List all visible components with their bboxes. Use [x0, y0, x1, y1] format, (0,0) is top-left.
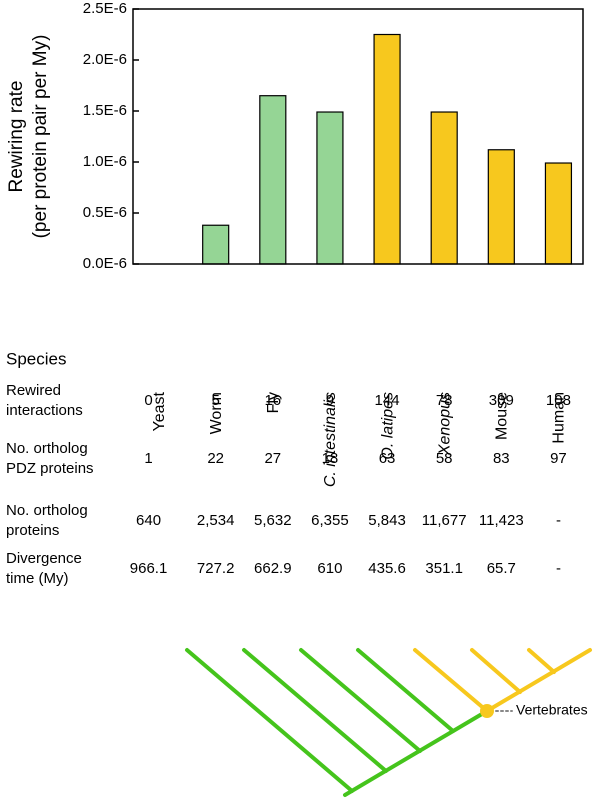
table-cell: 5,632 [254, 512, 292, 529]
row-label: time (My) [6, 570, 69, 587]
table-cell: - [556, 512, 561, 529]
table-cell: 63 [379, 450, 396, 467]
tree [185, 648, 592, 797]
tree-branch [356, 648, 455, 733]
species-label: O. latipes [379, 392, 396, 460]
row-label: interactions [6, 402, 83, 419]
bar [430, 111, 458, 265]
tree-branch [470, 648, 522, 694]
y-tick-label: 2.0E-6 [83, 51, 127, 68]
table-cell: 97 [550, 450, 567, 467]
plot-frame [132, 8, 584, 265]
bar [544, 162, 573, 265]
tree-branch [527, 648, 556, 674]
tree-branch [242, 648, 388, 773]
y-tick-label: 1.0E-6 [83, 153, 127, 170]
table-cell: 108 [546, 392, 571, 409]
table-cell: 309 [489, 392, 514, 409]
bar [487, 149, 515, 265]
bar [373, 33, 401, 265]
table-cell: 11,423 [479, 512, 524, 529]
table-cell: 1 [144, 450, 152, 467]
y-tick-label: 2.5E-6 [83, 0, 127, 17]
table-cell: 27 [264, 450, 281, 467]
y-axis-label: Rewiring rate [6, 81, 27, 193]
row-label: PDZ proteins [6, 460, 94, 477]
table-cell: 727.2 [197, 560, 235, 577]
table-cell: 610 [317, 560, 342, 577]
species-label: Fly [265, 392, 282, 413]
row-label: Divergence [6, 550, 82, 567]
tree-annotation: Vertebrates [516, 702, 588, 718]
table-cell: - [556, 560, 561, 577]
table-cell: 11,677 [422, 512, 467, 529]
table-cell: 351.1 [425, 560, 463, 577]
table-cell: 22 [207, 450, 224, 467]
y-tick-label: 1.5E-6 [83, 102, 127, 119]
table-cell: 9 [326, 392, 334, 409]
bar [316, 111, 344, 265]
table-cell: 2,534 [197, 512, 235, 529]
row-label: No. ortholog [6, 440, 88, 457]
species-label: Mouse [494, 392, 511, 440]
table-cell: 0 [144, 392, 152, 409]
table-cell: 662.9 [254, 560, 292, 577]
bar [259, 95, 287, 265]
tree-branch [485, 648, 592, 713]
table-cell: 5 [212, 392, 220, 409]
table-cell: 18 [322, 450, 339, 467]
row-label: No. ortholog [6, 502, 88, 519]
species-label: Yeast [151, 391, 168, 431]
species-label: Human [551, 392, 568, 444]
table-cell: 640 [136, 512, 161, 529]
table-cell: 6,355 [311, 512, 349, 529]
table-cell: 58 [436, 450, 453, 467]
species-label: Worm [208, 392, 225, 434]
table-cell: 435.6 [368, 560, 406, 577]
table-header: Species [6, 349, 66, 368]
table-cell: 966.1 [130, 560, 168, 577]
tree-branch [343, 709, 489, 797]
table-cell: 16 [264, 392, 281, 409]
table-cell: 5,843 [368, 512, 406, 529]
row-label: proteins [6, 522, 59, 539]
y-axis-label: (per protein pair per My) [30, 35, 51, 239]
tree-branch [185, 648, 354, 793]
table-cell: 144 [375, 392, 400, 409]
tree-branch [299, 648, 422, 753]
vertebrate-node [480, 704, 494, 718]
table-cell: 78 [436, 392, 453, 409]
tree-branch [413, 648, 489, 713]
y-tick-label: 0.0E-6 [83, 255, 127, 272]
y-tick-label: 0.5E-6 [83, 204, 127, 221]
row-label: Rewired [6, 382, 61, 399]
table-cell: 83 [493, 450, 510, 467]
species-label: Xenopus [436, 392, 453, 456]
table-cell: 65.7 [487, 560, 516, 577]
bar [202, 224, 230, 265]
species-label: C. intestinalis [322, 392, 339, 487]
